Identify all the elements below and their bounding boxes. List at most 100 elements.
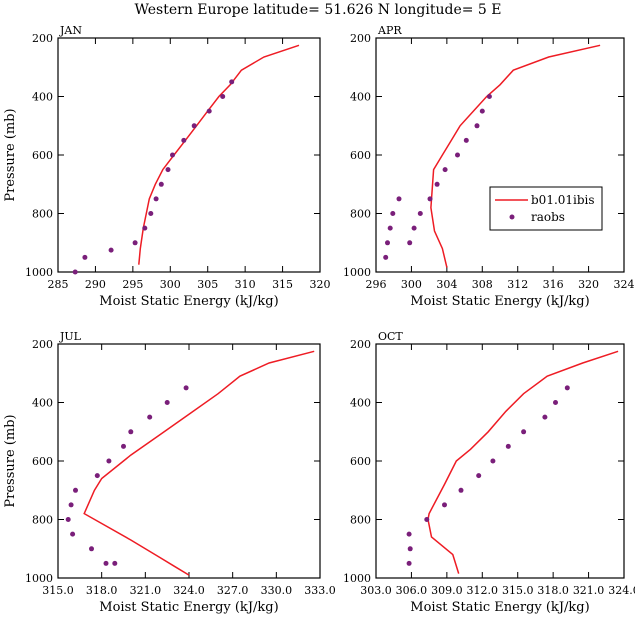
y-tick-label-oct: 800 [350,514,371,527]
model-line-jan [138,44,300,265]
x-tick-label-jul: 327.0 [217,584,249,597]
obs-point-oct [490,458,496,464]
obs-point-jul [164,400,170,405]
obs-point-jul [65,517,71,522]
obs-point-apr [486,94,492,99]
legend-obs-marker [509,214,515,220]
y-tick-label-jan: 800 [32,208,53,221]
obs-point-oct [521,429,527,435]
obs-point-apr [474,123,480,129]
obs-point-jul [121,443,126,449]
obs-point-jul [128,429,134,435]
obs-point-apr [434,181,440,187]
y-tick-label-apr: 1000 [343,266,371,279]
obs-point-apr [411,225,417,231]
x-tick-label-apr: 320 [578,278,599,291]
legend: b01.01ibis raobs [489,186,603,231]
x-tick-label-jan: 305 [197,278,218,291]
obs-point-oct [424,517,430,522]
obs-point-jul [183,385,189,391]
x-axis-label-jan: Moist Static Energy (kJ/kg) [99,294,278,309]
obs-point-apr [387,225,393,231]
model-line-apr [430,44,601,268]
y-tick-label-jan: 400 [32,91,53,104]
obs-point-jan [108,247,114,253]
x-tick-label-jul: 321.0 [130,584,162,597]
panel-label-jan: JAN [59,24,82,37]
y-tick-label-jul: 800 [32,514,53,527]
obs-point-apr [455,152,460,158]
x-tick-label-apr: 300 [401,278,422,291]
obs-point-apr [396,196,402,202]
x-tick-label-jan: 315 [272,278,293,291]
y-tick-label-oct: 400 [350,397,371,410]
obs-point-jan [165,167,171,173]
obs-point-jan [170,152,175,158]
obs-point-oct [406,531,412,537]
y-tick-label-jul: 200 [32,338,53,351]
obs-point-jan [82,254,88,260]
x-tick-label-apr: 304 [436,278,457,291]
panels: JAN 285 290 295 300 305 310 315 320 200 400 600 800 1… [3,24,635,615]
y-tick-label-jul: 600 [32,455,53,468]
y-tick-label-oct: 200 [350,338,371,351]
y-tick-label-jul: 1000 [25,572,53,585]
x-tick-label-apr: 312 [507,278,528,291]
y-tick-label-jul: 400 [32,397,53,410]
obs-point-jan [191,123,197,129]
x-tick-label-jul: 315.0 [42,584,74,597]
panel-label-oct: OCT [378,330,403,343]
obs-point-jan [148,211,154,216]
y-tick-label-jan: 600 [32,149,53,162]
obs-point-oct [406,560,412,566]
x-tick-label-apr: 316 [543,278,564,291]
x-tick-label-apr: 308 [472,278,493,291]
panel-oct: OCT 303.0 306.0 309.0 312.0 315.0 318.0 321.0 32… [343,330,635,615]
y-tick-label-apr: 600 [350,149,371,162]
y-axis-label-jan: Pressure (mb) [3,108,18,201]
obs-point-jul [106,458,112,464]
legend-box [489,186,603,231]
legend-model-label: b01.01ibis [531,193,595,207]
x-tick-label-jul: 333.0 [304,584,336,597]
y-tick-label-oct: 1000 [343,572,371,585]
y-tick-label-apr: 400 [350,91,371,104]
x-axis-label-jul: Moist Static Energy (kJ/kg) [99,600,278,615]
obs-point-jan [132,240,138,246]
obs-point-apr [442,167,448,173]
panel-apr: APR 296 300 304 308 312 316 320 324 200 400 600 800 1… [343,24,635,309]
x-tick-label-oct: 321.0 [573,584,605,597]
obs-point-jul [103,560,109,566]
x-tick-label-oct: 315.0 [502,584,534,597]
obs-point-jul [112,560,118,566]
obs-point-oct [505,443,511,449]
y-tick-label-apr: 200 [350,32,371,45]
obs-point-apr [385,240,390,246]
obs-point-oct [553,400,558,405]
y-tick-label-jan: 200 [32,32,53,45]
x-tick-label-oct: 324.0 [608,584,635,597]
x-tick-label-jan: 295 [122,278,143,291]
obs-point-jul [89,546,94,552]
model-line-jul [83,350,315,576]
obs-point-oct [407,546,413,552]
x-tick-label-apr: 324 [614,278,635,291]
obs-point-oct [458,487,464,493]
x-tick-label-jul: 330.0 [261,584,293,597]
obs-point-jan [153,196,159,202]
obs-point-jan [220,94,226,99]
x-tick-label-jan: 290 [85,278,106,291]
y-tick-label-apr: 800 [350,208,371,221]
y-axis-label-jul: Pressure (mb) [3,414,18,507]
obs-point-jan [206,108,212,114]
obs-point-oct [476,473,482,479]
model-line-oct [427,350,619,574]
obs-point-apr [390,211,396,216]
obs-point-apr [463,137,469,143]
x-tick-label-oct: 303.0 [360,584,392,597]
obs-point-oct [442,502,447,508]
x-tick-label-jan: 285 [48,278,69,291]
obs-point-oct [542,414,548,420]
obs-point-jul [68,502,74,508]
